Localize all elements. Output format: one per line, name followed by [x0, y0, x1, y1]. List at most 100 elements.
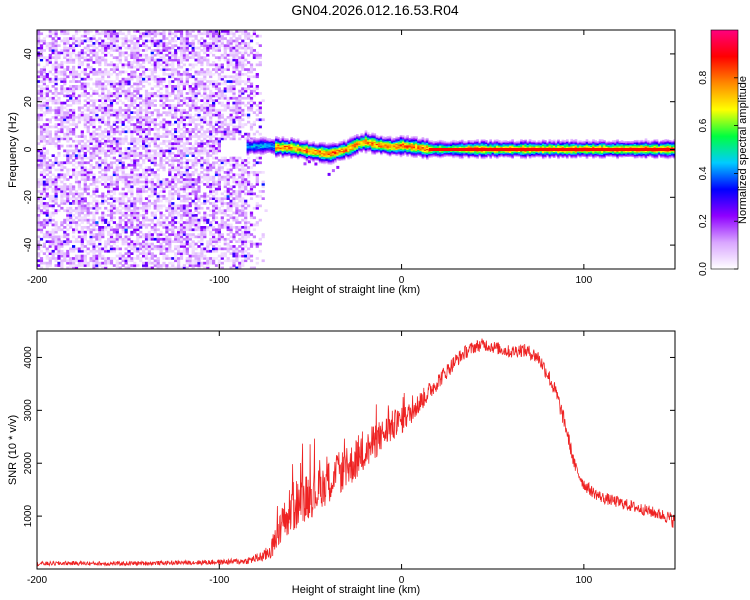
- heatmap-cell: [101, 228, 105, 232]
- heatmap-cell: [48, 120, 52, 124]
- heatmap-cell: [197, 233, 201, 236]
- heatmap-cell: [159, 63, 163, 67]
- heatmap-cell: [179, 120, 184, 124]
- heatmap-cell: [244, 44, 248, 47]
- heatmap-cell: [66, 113, 70, 117]
- heatmap-cell: [127, 89, 131, 93]
- heatmap-cell: [77, 214, 81, 217]
- heatmap-cell: [144, 242, 149, 246]
- heatmap-cell: [121, 39, 125, 43]
- heatmap-cell: [185, 266, 189, 269]
- heatmap-cell: [48, 221, 52, 224]
- heatmap-cell: [197, 61, 201, 64]
- heatmap-cell: [232, 249, 236, 253]
- heatmap-cell: [209, 257, 213, 260]
- heatmap-cell: [37, 204, 41, 208]
- heatmap-cell: [185, 249, 189, 253]
- heatmap-cell: [83, 68, 87, 71]
- heatmap-cell: [150, 178, 154, 181]
- heatmap-cell: [212, 108, 216, 112]
- heatmap-cell: [130, 168, 134, 172]
- heatmap-cell: [147, 206, 151, 210]
- heatmap-cell: [168, 223, 172, 227]
- heatmap-cell: [252, 32, 256, 36]
- heatmap-cell: [80, 175, 84, 179]
- heatmap-cell: [98, 104, 102, 107]
- heatmap-cell: [101, 116, 105, 119]
- heatmap-cell: [244, 249, 248, 253]
- heatmap-cell: [179, 214, 184, 217]
- heatmap-cell: [174, 254, 178, 258]
- heatmap-cell: [162, 233, 166, 236]
- heatmap-cell: [101, 92, 105, 95]
- heatmap-cell: [124, 147, 128, 150]
- heatmap-cell: [177, 173, 181, 177]
- heatmap-cell: [200, 104, 204, 107]
- heatmap-cell: [209, 111, 213, 114]
- heatmap-cell: [168, 139, 172, 143]
- heatmap-cell: [212, 185, 216, 189]
- heatmap-cell: [147, 159, 151, 162]
- heatmap-cell: [37, 135, 41, 138]
- heatmap-cell: [220, 130, 224, 134]
- heatmap-cell: [142, 139, 146, 143]
- heatmap-cell: [232, 132, 236, 136]
- heatmap-cell: [258, 53, 262, 57]
- heatmap-cell: [212, 61, 216, 64]
- heatmap-cell: [57, 237, 61, 241]
- heatmap-cell: [95, 144, 99, 148]
- heatmap-cell: [104, 104, 108, 107]
- heatmap-cell: [191, 211, 195, 215]
- heatmap-cell: [147, 249, 151, 253]
- heatmap-cell: [223, 197, 227, 200]
- heatmap-cell: [214, 147, 219, 150]
- heatmap-cell: [241, 242, 245, 246]
- heatmap-cell: [220, 30, 224, 33]
- heatmap-cell: [54, 202, 58, 205]
- heatmap-cell: [39, 85, 44, 88]
- heatmap-cell: [217, 128, 221, 131]
- heatmap-band-cell: [259, 142, 263, 145]
- heatmap-cell: [83, 56, 87, 59]
- heatmap-cell: [136, 125, 140, 129]
- heatmap-cell: [171, 161, 175, 165]
- heatmap-cell: [133, 116, 137, 119]
- heatmap-cell: [150, 185, 154, 189]
- heatmap-cell: [226, 226, 230, 229]
- heatmap-cell: [66, 125, 70, 129]
- heatmap-cell: [191, 192, 195, 196]
- heatmap-cell: [223, 175, 227, 179]
- heatmap-cell: [45, 149, 49, 153]
- heatmap-cell: [258, 34, 262, 38]
- heatmap-cell: [107, 185, 111, 189]
- heatmap-cell: [130, 137, 134, 141]
- heatmap-cell: [200, 218, 204, 222]
- heatmap-cell: [72, 130, 76, 134]
- heatmap-cell: [252, 163, 256, 167]
- heatmap-cell: [37, 214, 41, 217]
- heatmap-cell: [107, 163, 111, 167]
- heatmap-cell: [177, 187, 181, 191]
- heatmap-cell: [188, 221, 192, 224]
- heatmap-cell: [150, 161, 154, 165]
- heatmap-cell: [39, 87, 44, 91]
- heatmap-cell: [197, 118, 201, 122]
- heatmap-cell: [209, 223, 213, 227]
- heatmap-cell: [83, 151, 87, 155]
- heatmap-cell: [63, 132, 67, 136]
- heatmap-cell: [159, 147, 163, 150]
- heatmap-cell: [80, 187, 84, 191]
- heatmap-cell: [188, 209, 192, 212]
- heatmap-cell: [156, 257, 160, 260]
- heatmap-cell: [115, 32, 119, 36]
- heatmap-cell: [174, 58, 178, 62]
- heatmap-cell: [72, 221, 76, 224]
- heatmap-cell: [139, 65, 143, 69]
- heatmap-cell: [118, 37, 122, 40]
- heatmap-cell: [217, 144, 221, 148]
- heatmap-cell: [69, 197, 73, 200]
- heatmap-cell: [165, 104, 169, 107]
- heatmap-cell: [69, 51, 73, 55]
- heatmap-cell: [255, 113, 259, 117]
- heatmap-cell: [86, 261, 90, 265]
